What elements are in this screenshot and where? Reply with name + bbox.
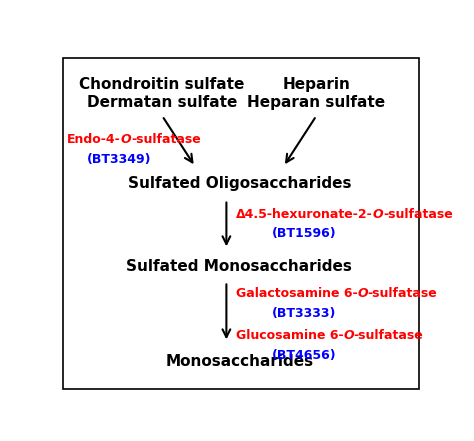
Text: (BT3333): (BT3333) <box>272 306 337 320</box>
Text: O: O <box>120 133 131 146</box>
Text: Sulfated Oligosaccharides: Sulfated Oligosaccharides <box>128 176 351 191</box>
Text: (BT3349): (BT3349) <box>87 153 151 166</box>
Text: Chondroitin sulfate
Dermatan sulfate: Chondroitin sulfate Dermatan sulfate <box>80 78 245 110</box>
Text: Sulfated Monosaccharides: Sulfated Monosaccharides <box>126 259 352 274</box>
Text: -sulfatase: -sulfatase <box>383 208 453 220</box>
Text: -sulfatase: -sulfatase <box>131 133 201 146</box>
Text: Δ4.5-hexuronate-2-: Δ4.5-hexuronate-2- <box>236 208 373 220</box>
Text: O: O <box>343 329 354 342</box>
Text: Monosaccharides: Monosaccharides <box>165 355 313 370</box>
Text: Glucosamine 6-: Glucosamine 6- <box>236 329 343 342</box>
Text: (BT4656): (BT4656) <box>272 349 337 362</box>
Text: -sulfatase: -sulfatase <box>354 329 424 342</box>
Text: O: O <box>373 208 383 220</box>
Text: Galactosamine 6-: Galactosamine 6- <box>236 287 357 300</box>
Text: O: O <box>357 287 368 300</box>
Text: Heparin
Heparan sulfate: Heparin Heparan sulfate <box>247 78 385 110</box>
Text: -sulfatase: -sulfatase <box>368 287 438 300</box>
Text: Endo-4-: Endo-4- <box>66 133 120 146</box>
Text: (BT1596): (BT1596) <box>272 228 337 240</box>
